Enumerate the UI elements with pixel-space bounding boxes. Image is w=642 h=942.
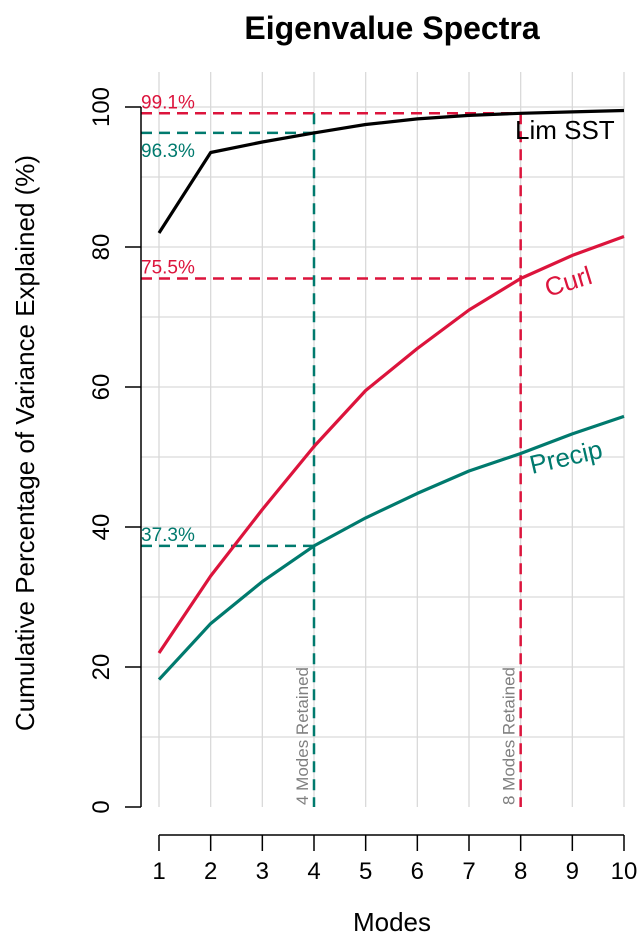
series-line: [157, 234, 625, 654]
y-tick-label: 0: [88, 800, 115, 813]
annotation-label: 96.3%: [141, 141, 195, 162]
series-line: [157, 108, 625, 234]
annotation-label: 75.5%: [141, 258, 195, 279]
y-tick-label: 100: [88, 87, 115, 127]
y-tick-label: 20: [88, 654, 115, 681]
x-axis-title: Modes: [353, 907, 431, 937]
annotation-label: 37.3%: [141, 525, 195, 546]
axes: 0 20 40 60 80 100 1 2 3 4 5 6 7 8 9 10: [88, 87, 637, 885]
grid-lines: [141, 72, 625, 807]
series-lines: [157, 108, 625, 681]
series-line: [157, 414, 625, 681]
retained-label: 8 Modes Retained: [500, 667, 519, 805]
x-tick-label: 6: [411, 858, 424, 885]
x-tick-label: 4: [307, 858, 320, 885]
x-tick-label: 7: [462, 858, 475, 885]
x-tick-label: 8: [514, 858, 527, 885]
x-tick-label: 1: [152, 858, 165, 885]
series-label-precip: Precip: [527, 434, 606, 480]
x-tick-label: 2: [204, 858, 217, 885]
series-label-lim-sst: Lim SST: [515, 115, 615, 145]
x-tick-label: 10: [611, 858, 638, 885]
y-tick-label: 40: [88, 514, 115, 541]
y-tick-label: 60: [88, 374, 115, 401]
x-tick-label: 5: [359, 858, 372, 885]
guide-lines: 99.1% 96.3% 75.5% 37.3% 4 Modes Retained 8 Mo…: [141, 92, 522, 807]
y-axis-title: Cumulative Percentage of Variance Explai…: [10, 155, 40, 731]
annotation-label: 99.1%: [141, 92, 195, 113]
y-tick-label: 80: [88, 234, 115, 261]
chart-title: Eigenvalue Spectra: [244, 10, 539, 46]
x-tick-label: 3: [256, 858, 269, 885]
retained-label: 4 Modes Retained: [293, 667, 312, 805]
x-tick-label: 9: [566, 858, 579, 885]
